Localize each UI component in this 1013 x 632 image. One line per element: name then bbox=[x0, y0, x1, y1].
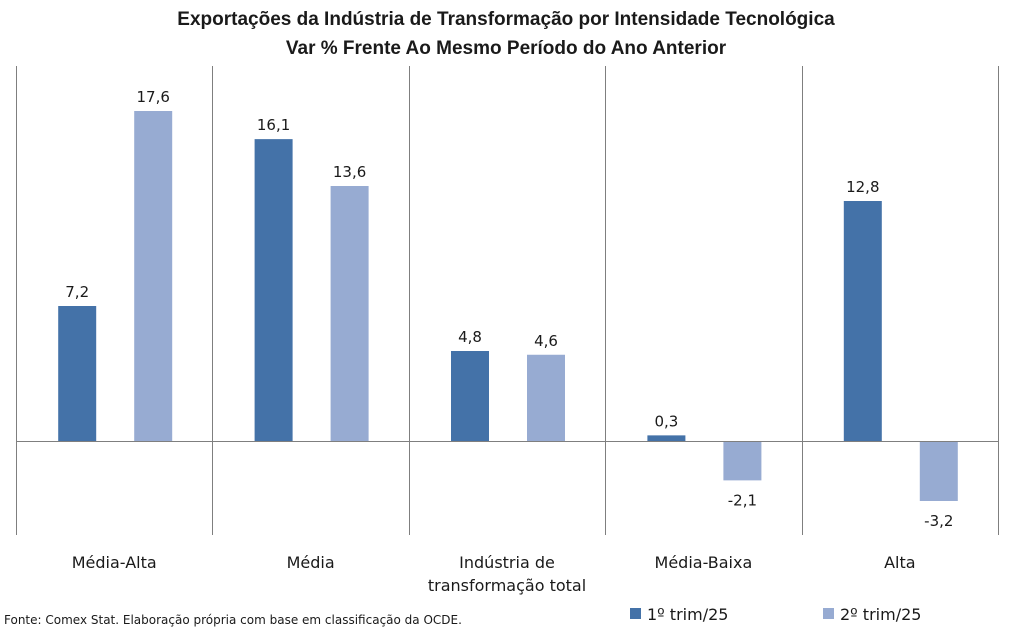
data-label-series-1-cat-2: 16,1 bbox=[257, 116, 290, 134]
bar-series-1-cat-4 bbox=[647, 435, 686, 441]
chart-title: Exportações da Indústria de Transformaçã… bbox=[177, 9, 835, 30]
data-label-series-1-cat-4: 0,3 bbox=[654, 412, 678, 430]
chart-subtitle: Var % Frente Ao Mesmo Período do Ano Ant… bbox=[286, 38, 727, 59]
bar-series-2-cat-4 bbox=[723, 441, 762, 481]
category-label-5: Alta bbox=[884, 553, 915, 572]
data-label-series-2-cat-2: 13,6 bbox=[333, 163, 366, 181]
bar-series-1-cat-5 bbox=[843, 201, 882, 441]
legend-label-series-1: 1º trim/25 bbox=[647, 605, 728, 624]
bar-series-2-cat-3 bbox=[527, 354, 565, 441]
category-label-4: Média-Baixa bbox=[655, 553, 753, 572]
bar-series-1-cat-1 bbox=[58, 306, 97, 441]
data-label-series-1-cat-3: 4,8 bbox=[458, 328, 482, 346]
category-label-1: Média-Alta bbox=[72, 553, 157, 572]
bar-series-2-cat-5 bbox=[919, 441, 958, 501]
category-label-3: Indústria de transformação total bbox=[428, 553, 586, 595]
bar-series-1-cat-2 bbox=[254, 139, 293, 441]
data-label-series-2-cat-4: -2,1 bbox=[728, 491, 757, 509]
data-label-series-2-cat-1: 17,6 bbox=[136, 88, 169, 106]
legend: 1º trim/25 2º trim/25 bbox=[630, 605, 921, 624]
data-label-series-2-cat-3: 4,6 bbox=[534, 332, 558, 350]
category-label-2: Média bbox=[287, 553, 335, 572]
data-label-series-2-cat-5: -3,2 bbox=[924, 512, 953, 530]
category-dividers bbox=[16, 66, 999, 535]
data-label-series-1-cat-1: 7,2 bbox=[65, 283, 89, 301]
legend-swatch-series-1 bbox=[630, 608, 641, 619]
bar-series-2-cat-2 bbox=[330, 186, 369, 441]
category-labels-group: Média-Alta Média Indústria de transformação… bbox=[72, 553, 916, 595]
legend-swatch-series-2 bbox=[823, 608, 834, 619]
bar-series-1-cat-3 bbox=[451, 351, 489, 441]
data-labels-group: 7,2 16,1 4,8 0,3 12,8 17,6 13,6 4,6 -2,1 -3,2 bbox=[65, 88, 953, 530]
bars-group bbox=[58, 111, 958, 501]
source-note: Fonte: Comex Stat. Elaboração própria co… bbox=[4, 613, 462, 627]
legend-label-series-2: 2º trim/25 bbox=[840, 605, 921, 624]
bar-series-2-cat-1 bbox=[134, 111, 173, 441]
data-label-series-1-cat-5: 12,8 bbox=[846, 178, 879, 196]
